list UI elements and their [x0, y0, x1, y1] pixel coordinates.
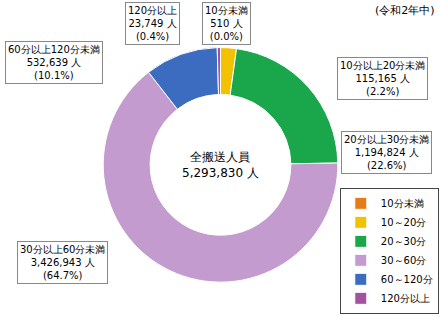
- svg-text:10分以上20分未満115,165 人(2.2%): 10分以上20分未満115,165 人(2.2%): [340, 60, 425, 97]
- svg-text:60～120分: 60～120分: [381, 274, 433, 285]
- svg-text:30～60分: 30～60分: [381, 255, 426, 266]
- svg-text:20分以上30分未満1,194,824 人(22.6%): 20分以上30分未満1,194,824 人(22.6%): [344, 134, 429, 171]
- svg-text:20～30分: 20～30分: [381, 236, 426, 247]
- svg-text:10分未満: 10分未満: [381, 198, 424, 209]
- svg-text:10～20分: 10～20分: [381, 217, 426, 228]
- svg-text:全搬送人員5,293,830 人: 全搬送人員5,293,830 人: [182, 150, 259, 180]
- svg-text:10分未満510 人(0.0%): 10分未満510 人(0.0%): [205, 5, 248, 42]
- svg-text:120分以上23,749 人(0.4%): 120分以上23,749 人(0.4%): [128, 5, 177, 42]
- svg-text:(令和2年中): (令和2年中): [375, 4, 435, 17]
- svg-text:60分以上120分未満532,639 人(10.1%): 60分以上120分未満532,639 人(10.1%): [8, 44, 100, 81]
- svg-text:30分以上60分未満3,426,943 人(64.7%): 30分以上60分未満3,426,943 人(64.7%): [20, 244, 105, 281]
- svg-text:120分以上: 120分以上: [381, 293, 430, 304]
